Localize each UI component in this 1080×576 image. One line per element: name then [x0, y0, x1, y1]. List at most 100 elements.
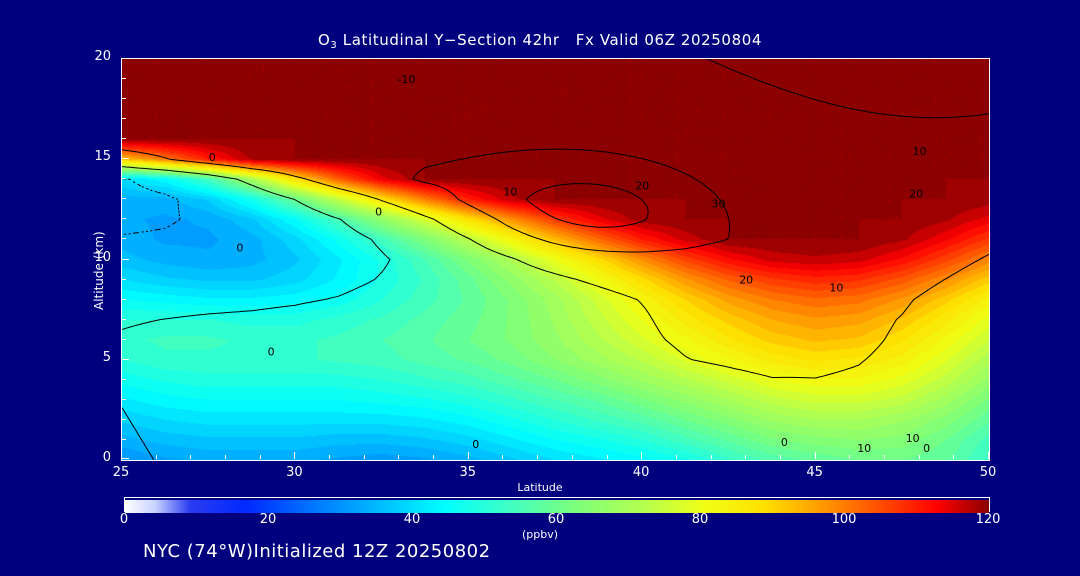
- y-tick-mark-minor: [122, 98, 126, 100]
- y-tick-label: 15: [94, 149, 111, 165]
- y-tick-mark: [122, 258, 129, 260]
- x-tick-mark-minor: [883, 455, 885, 459]
- x-tick-mark-minor: [779, 455, 781, 459]
- y-tick-mark-minor: [122, 378, 126, 380]
- contour-label: 10: [829, 282, 843, 295]
- svg-text:10: 10: [829, 282, 843, 295]
- y-tick-mark: [122, 358, 129, 360]
- y-tick-label: 5: [102, 349, 111, 365]
- y-tick-label: 10: [94, 249, 111, 265]
- contour-label: 0: [268, 346, 275, 359]
- page-title: O3 Latitudinal Y−Section 42hr Fx Valid 0…: [0, 31, 1080, 51]
- contour-label: 0: [209, 151, 216, 164]
- svg-text:0: 0: [209, 151, 216, 164]
- y-tick-label: 0: [102, 450, 111, 465]
- contour-line-20: [412, 148, 730, 253]
- svg-text:0: 0: [375, 205, 382, 218]
- x-tick-label: 50: [979, 465, 997, 480]
- colorbar: [124, 497, 990, 513]
- y-tick-mark-minor: [122, 198, 126, 200]
- x-tick-mark-minor: [606, 455, 608, 459]
- contour-line-10: [122, 59, 989, 379]
- svg-text:20: 20: [739, 274, 753, 287]
- x-tick-mark-minor: [433, 455, 435, 459]
- colorbar-tick-label: 80: [691, 512, 709, 527]
- y-axis-label: Altitude (km): [92, 231, 106, 310]
- x-tick-mark-minor: [918, 455, 920, 459]
- svg-text:10: 10: [906, 432, 920, 445]
- x-tick-mark-minor: [155, 455, 157, 459]
- contour-label: 0: [781, 436, 788, 449]
- y-tick-mark-minor: [122, 178, 126, 180]
- contour-label: -10: [397, 73, 415, 86]
- svg-text:20: 20: [635, 179, 649, 192]
- contour-label: 0: [375, 205, 382, 218]
- y-tick-mark: [122, 158, 129, 160]
- colorbar-title: Latitude: [517, 481, 563, 494]
- y-tick-mark: [122, 58, 129, 59]
- svg-text:0: 0: [236, 242, 243, 255]
- contour-line-0: [122, 166, 391, 460]
- y-tick-label: 20: [94, 49, 111, 64]
- svg-text:10: 10: [503, 185, 517, 198]
- svg-text:30: 30: [712, 197, 726, 210]
- contour-label: 10: [503, 185, 517, 198]
- contour-line--10: [122, 178, 181, 236]
- y-tick-mark-minor: [122, 218, 126, 220]
- cross-section-plot: -10 0 0 10 20 30 10 20 20 10 0 0 0 0 10 0 10: [121, 58, 990, 461]
- x-tick-label: 30: [286, 465, 303, 480]
- contour-label: 20: [909, 187, 923, 200]
- svg-text:0: 0: [472, 438, 479, 451]
- y-tick-mark-minor: [122, 138, 126, 140]
- title-post: Latitudinal Y−Section 42hr Fx Valid 06Z …: [337, 31, 763, 49]
- y-tick-mark-minor: [122, 118, 126, 120]
- footer-caption: NYC (74°W)Initialized 12Z 20250802: [143, 541, 491, 562]
- colorbar-units: (ppbv): [521, 528, 559, 541]
- x-tick-mark: [988, 452, 989, 459]
- x-tick-mark-minor: [571, 455, 573, 459]
- x-tick-label: 35: [459, 465, 477, 480]
- colorbar-tick-label: 40: [403, 512, 421, 527]
- x-tick-label: 40: [632, 465, 650, 480]
- x-tick-mark: [641, 452, 643, 459]
- x-tick-mark-minor: [225, 455, 227, 459]
- x-tick-mark-minor: [849, 455, 851, 459]
- x-tick-mark-minor: [537, 455, 539, 459]
- svg-text:20: 20: [909, 187, 923, 200]
- svg-text:10: 10: [913, 145, 927, 158]
- colorbar-tick-label: 100: [831, 512, 857, 527]
- colorbar-tick-label: 60: [547, 512, 565, 527]
- x-tick-label: 45: [806, 465, 823, 480]
- x-tick-mark-minor: [329, 455, 331, 459]
- colorbar-tick-label: 0: [119, 512, 129, 527]
- svg-text:10: 10: [857, 442, 871, 455]
- y-tick-mark-minor: [122, 418, 126, 420]
- contour-label: 20: [635, 179, 649, 192]
- x-tick-mark: [121, 452, 122, 459]
- x-tick-mark: [467, 452, 469, 459]
- x-tick-label: 25: [112, 465, 130, 480]
- title-subscript: 3: [330, 40, 338, 51]
- x-tick-mark-minor: [675, 455, 677, 459]
- title-pre: O: [317, 31, 331, 49]
- contour-label: 10: [913, 145, 927, 158]
- y-tick-mark-minor: [122, 78, 126, 80]
- contour-label: 10: [906, 432, 920, 445]
- contour-label: 20: [739, 274, 753, 287]
- ozone-field-canvas: [122, 59, 989, 460]
- contour-line-30: [525, 183, 649, 228]
- y-tick-mark-minor: [122, 298, 126, 300]
- contour-label: 0: [236, 242, 243, 255]
- x-tick-mark-minor: [363, 455, 365, 459]
- x-tick-mark-minor: [398, 455, 400, 459]
- y-tick-mark-minor: [122, 338, 126, 340]
- x-tick-mark-minor: [502, 455, 504, 459]
- svg-text:0: 0: [781, 436, 788, 449]
- svg-text:0: 0: [923, 442, 930, 455]
- contour-label: 10: [857, 442, 871, 455]
- contour-label: 0: [923, 442, 930, 455]
- y-tick-mark-minor: [122, 278, 126, 280]
- x-tick-mark-minor: [710, 455, 712, 459]
- y-tick-mark-minor: [122, 238, 126, 240]
